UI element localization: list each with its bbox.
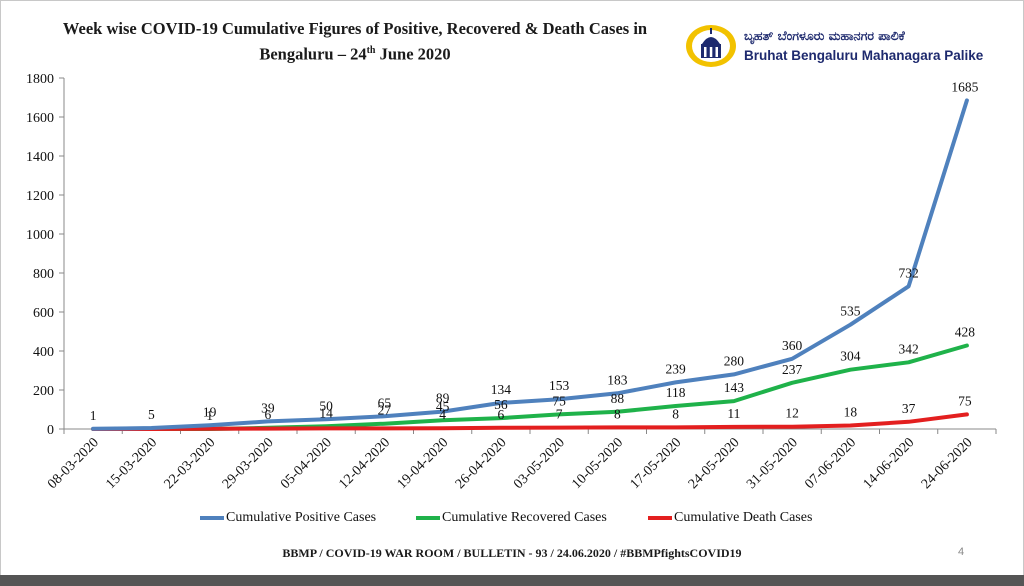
recovered-data-label: 6 (265, 407, 272, 422)
chart-title: Week wise COVID-19 Cumulative Figures of… (30, 18, 680, 66)
positive-data-label: 360 (782, 338, 803, 353)
positive-data-label: 134 (491, 382, 512, 397)
x-tick-label: 17-05-2020 (628, 435, 685, 492)
positive-data-label: 1 (90, 408, 97, 423)
recovered-data-label: 27 (378, 403, 392, 418)
x-tick-label: 05-04-2020 (278, 435, 335, 492)
recovered-data-label: 45 (436, 399, 450, 414)
y-tick-label: 1800 (26, 72, 54, 87)
death-data-label: 11 (727, 406, 740, 421)
positive-data-label: 1685 (951, 79, 978, 94)
legend-label-death: Cumulative Death Cases (674, 510, 813, 525)
x-axis: 08-03-2020 15-03-2020 22-03-2020 29-03-2020… (45, 428, 997, 492)
positive-data-label: 65 (378, 395, 392, 410)
title-line-2-prefix: Bengaluru – 24 (259, 44, 367, 64)
legend-swatch-death (648, 516, 672, 520)
death-data-label: 6 (498, 407, 505, 422)
death-data-label: 1 (206, 408, 213, 423)
series-line-recovered (91, 343, 969, 431)
positive-data-label: 153 (549, 378, 570, 393)
x-tick-label: 29-03-2020 (220, 435, 277, 492)
logo-english-text: Bruhat Bengaluru Mahanagara Palike (744, 48, 984, 63)
title-line-2-suffix: June 2020 (375, 44, 451, 64)
recovered-data-label: 428 (955, 325, 976, 340)
recovered-data-label: 342 (899, 341, 919, 356)
death-data-label: 75 (958, 393, 972, 408)
death-data-label: 4 (439, 407, 446, 422)
death-data-label: 18 (844, 404, 858, 419)
legend-label-positive: Cumulative Positive Cases (226, 510, 377, 525)
y-tick-label: 400 (33, 345, 54, 360)
positive-data-label: 183 (607, 372, 628, 387)
page-number: 4 (958, 546, 965, 558)
series-line-positive (91, 98, 969, 431)
legend-item-death: Cumulative Death Cases (648, 510, 812, 526)
legend-swatch-recovered (416, 516, 440, 520)
logo-kannada-text: ಬೃಹತ್ ಬೆಂಗಳೂರು ಮಹಾನಗರ ಪಾಲಿಕೆ (744, 28, 905, 43)
positive-data-label: 535 (840, 304, 861, 319)
y-tick-label: 0 (47, 423, 54, 438)
x-tick-label: 31-05-2020 (744, 435, 801, 492)
y-tick-label: 600 (33, 306, 54, 321)
x-tick-label: 15-03-2020 (103, 435, 160, 492)
bbmp-logo: ಬೃಹತ್ ಬೆಂಗಳೂರು ಮಹಾನಗರ ಪಾಲಿಕೆ Bruhat Beng… (680, 22, 990, 70)
x-tick-label: 24-05-2020 (686, 435, 743, 492)
death-data-label: 7 (556, 407, 563, 422)
legend-item-positive: Cumulative Positive Cases (200, 510, 376, 526)
positive-data-label: 239 (666, 361, 687, 376)
positive-data-label: 280 (724, 353, 745, 368)
title-line-2-sup: th (366, 45, 376, 56)
legend-label-recovered: Cumulative Recovered Cases (442, 510, 607, 525)
y-tick-label: 1400 (26, 150, 54, 165)
x-tick-label: 07-06-2020 (802, 435, 859, 492)
x-tick-label: 10-05-2020 (569, 435, 626, 492)
positive-data-label: 50 (319, 398, 333, 413)
x-tick-label: 22-03-2020 (162, 435, 219, 492)
x-tick-label: 26-04-2020 (453, 435, 510, 492)
recovered-data-label: 88 (611, 391, 625, 406)
title-line-2: Bengaluru – 24th June 2020 (30, 40, 680, 66)
death-data-label: 8 (672, 406, 679, 421)
recovered-data-label: 14 (319, 405, 333, 420)
positive-data-label: 19 (203, 404, 217, 419)
positive-data-label: 732 (899, 265, 919, 280)
y-tick-label: 1600 (26, 111, 54, 126)
series-line-death (91, 412, 969, 431)
legend-item-recovered: Cumulative Recovered Cases (416, 510, 607, 526)
recovered-data-label: 56 (494, 397, 508, 412)
bottom-bar (0, 575, 1024, 586)
recovered-data-label: 237 (782, 362, 803, 377)
recovered-data-label: 143 (724, 380, 745, 395)
legend-swatch-positive (200, 516, 224, 520)
y-tick-label: 1200 (26, 189, 54, 204)
bbmp-emblem-icon (686, 25, 736, 67)
bulletin-footer: BBMP / COVID-19 WAR ROOM / BULLETIN - 93… (282, 546, 742, 560)
death-data-label: 12 (785, 406, 799, 421)
positive-data-label: 39 (261, 400, 275, 415)
y-tick-label: 1000 (26, 228, 54, 243)
death-data-label: 37 (902, 401, 916, 416)
y-axis: 0 200 400 600 800 1000 1200 1400 1600 1800 (26, 72, 65, 438)
x-tick-label: 03-05-2020 (511, 435, 568, 492)
y-tick-label: 200 (33, 384, 54, 399)
recovered-data-label: 118 (666, 385, 686, 400)
title-line-1: Week wise COVID-19 Cumulative Figures of… (62, 19, 648, 38)
recovered-data-label: 304 (840, 349, 861, 364)
x-tick-label: 14-06-2020 (861, 435, 918, 492)
recovered-data-label: 75 (552, 393, 566, 408)
positive-data-label: 89 (436, 391, 450, 406)
death-data-label: 8 (614, 406, 621, 421)
x-tick-label: 24-06-2020 (919, 435, 976, 492)
x-tick-label: 08-03-2020 (45, 435, 102, 492)
series-lines (91, 98, 969, 431)
x-tick-label: 19-04-2020 (395, 435, 452, 492)
y-tick-label: 800 (33, 267, 54, 282)
x-tick-label: 12-04-2020 (336, 435, 393, 492)
chart-legend: Cumulative Positive Cases Cumulative Rec… (200, 510, 860, 530)
positive-data-label: 5 (148, 407, 155, 422)
